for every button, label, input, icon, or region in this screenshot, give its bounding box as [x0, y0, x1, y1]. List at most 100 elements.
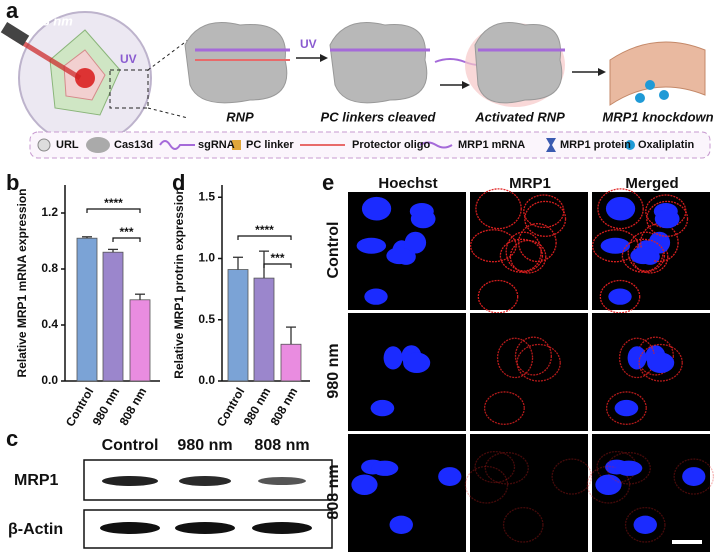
- micrograph: [592, 313, 710, 431]
- uv-label: UV: [120, 52, 137, 66]
- cell-membrane: [483, 391, 525, 425]
- significance-label: ***: [270, 251, 284, 265]
- nucleus: [682, 467, 706, 487]
- cell-membrane: [621, 238, 666, 273]
- nucleus: [605, 196, 636, 221]
- y-axis-label: Relative MRP1 protrin expression: [172, 187, 186, 378]
- nucleus: [383, 346, 403, 370]
- cell-membrane: [597, 188, 644, 230]
- micrograph: [348, 313, 466, 431]
- cell-membrane: [673, 458, 715, 495]
- cell-membrane: [474, 450, 516, 484]
- cell-membrane: [646, 200, 689, 237]
- micrograph: [470, 313, 588, 431]
- legend-label: Cas13d: [114, 139, 153, 151]
- step-label: MRP1 knockdown: [602, 109, 713, 124]
- lane-label: 980 nm: [177, 437, 232, 454]
- cell-membrane: [591, 229, 639, 263]
- nucleus: [410, 209, 436, 229]
- cell-membrane: [605, 391, 647, 425]
- schematic: [0, 11, 711, 159]
- laser-label: 808 nm: [28, 13, 73, 28]
- cell-membrane: [518, 223, 557, 263]
- cell-membrane: [514, 336, 552, 376]
- y-tick-label: 0.0: [41, 373, 58, 387]
- nucleus: [614, 399, 639, 417]
- micrograph: [470, 434, 588, 552]
- nucleus: [370, 399, 395, 417]
- cell-membrane: [475, 188, 522, 230]
- nucleus: [364, 288, 388, 305]
- row-label: 808 nm: [325, 464, 342, 519]
- significance-label: ***: [119, 225, 133, 239]
- nucleus: [371, 460, 399, 476]
- western-blot: [83, 459, 333, 549]
- nucleus: [627, 346, 647, 370]
- legend-label: Oxaliplatin: [638, 139, 695, 151]
- cell-membrane: [469, 229, 517, 263]
- cell-membrane: [496, 337, 534, 379]
- cell-membrane: [606, 451, 651, 485]
- significance-bracket: [237, 235, 292, 240]
- significance-bracket: [112, 237, 141, 242]
- legend-label: sgRNA: [198, 139, 235, 151]
- panel-letter: b: [6, 170, 19, 195]
- cell-membrane: [499, 238, 544, 273]
- cell-membrane: [477, 279, 519, 314]
- cell-membrane: [524, 200, 567, 237]
- column-label: Hoechst: [378, 175, 437, 192]
- step-label: PC linkers cleaved: [321, 109, 437, 124]
- cell-membrane: [516, 343, 561, 382]
- row-label: 980 nm: [325, 343, 342, 398]
- significance-label: ****: [255, 223, 274, 237]
- nucleus: [630, 247, 657, 265]
- bar: [76, 237, 98, 382]
- nucleus: [600, 237, 631, 254]
- step-label: RNP: [226, 109, 254, 124]
- significance-bracket: [263, 263, 292, 268]
- nucleus: [403, 352, 431, 374]
- cell-membrane: [624, 506, 666, 543]
- legend-label: Protector oligo: [352, 139, 431, 151]
- row-label: MRP1: [14, 472, 59, 489]
- legend-label: MRP1 protein: [560, 139, 631, 151]
- nucleus: [654, 209, 680, 229]
- nucleus: [648, 231, 671, 254]
- cell-membrane: [551, 458, 593, 495]
- nucleus: [615, 460, 643, 476]
- column-label: Merged: [625, 175, 678, 192]
- row-label: Control: [325, 222, 342, 279]
- nucleus: [361, 196, 392, 221]
- cell-membrane: [523, 194, 565, 229]
- nucleus: [438, 467, 462, 487]
- legend-label: MRP1 mRNA: [458, 139, 525, 151]
- panel-letter: e: [322, 170, 334, 195]
- nucleus: [633, 515, 657, 535]
- x-tick-label: 808 nm: [117, 385, 150, 428]
- legend-label: PC linker: [246, 139, 294, 151]
- row-label: β-Actin: [8, 521, 63, 538]
- bar: [129, 299, 151, 382]
- lane-label: Control: [102, 437, 159, 454]
- nucleus: [389, 515, 413, 535]
- nucleus: [647, 352, 675, 374]
- cell-membrane: [464, 465, 509, 504]
- panel-letter: a: [6, 0, 19, 23]
- y-tick-label: 0.0: [198, 373, 215, 387]
- cell-membrane: [484, 451, 529, 485]
- nucleus: [595, 474, 622, 495]
- significance-bracket: [86, 208, 141, 213]
- bar: [253, 277, 275, 382]
- micrograph: [470, 192, 588, 310]
- nucleus: [351, 474, 378, 495]
- nucleus: [404, 231, 427, 254]
- cell-membrane: [502, 506, 544, 543]
- uv-label: UV: [300, 37, 317, 51]
- y-tick-label: 0.5: [198, 312, 215, 326]
- panel-letter: c: [6, 426, 18, 451]
- y-tick-label: 0.8: [41, 261, 58, 275]
- scale-bar: [672, 540, 702, 544]
- legend-label: URL: [56, 139, 79, 151]
- bar: [280, 343, 302, 382]
